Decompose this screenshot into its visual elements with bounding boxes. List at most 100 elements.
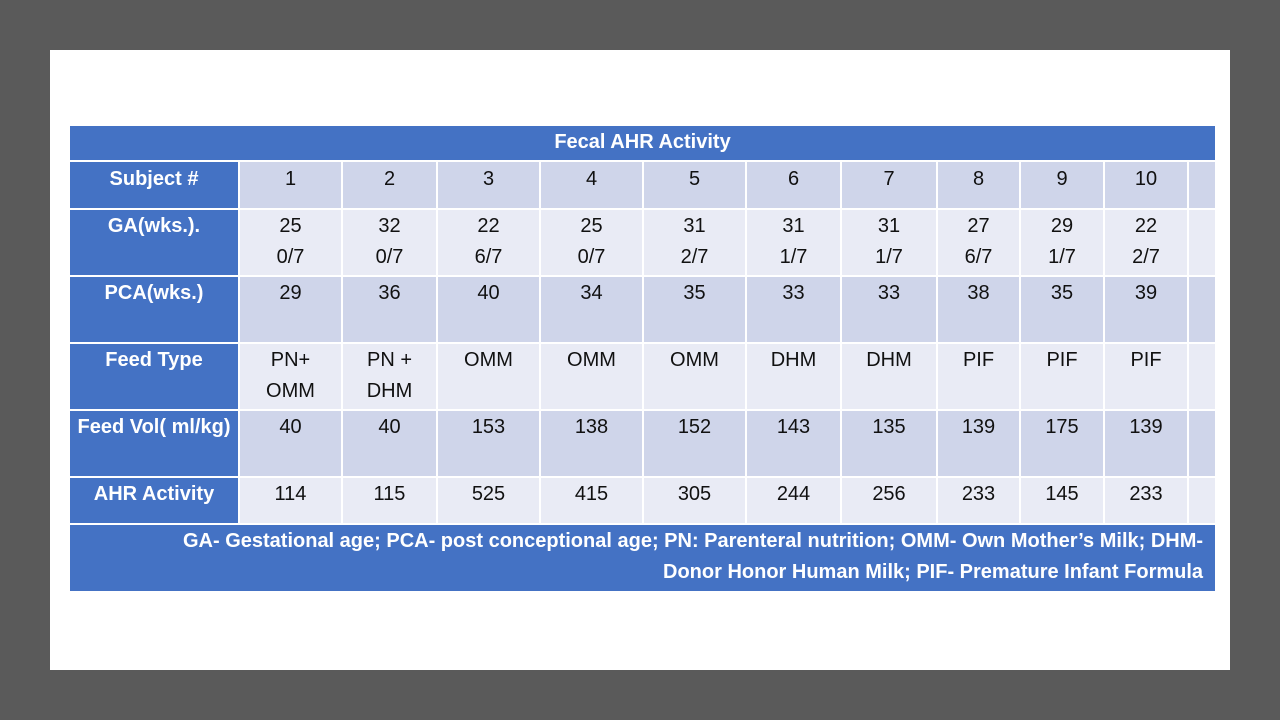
table-cell: 138 (539, 409, 644, 478)
table-cell: DHM (840, 342, 938, 411)
cell-line: 29 (1050, 215, 1074, 237)
table-cell: OMM (436, 342, 541, 411)
cell-line: 1/7 (779, 246, 808, 268)
table-cell: PIF (1019, 342, 1105, 411)
table-cell: 38 (936, 275, 1021, 344)
cell-line: OMM (567, 349, 616, 371)
table-cell: 33 (840, 275, 938, 344)
cell-line: OMM (266, 380, 315, 402)
cell-line: 9 (1056, 168, 1068, 190)
table-cell: 36 (341, 275, 438, 344)
table-cell: 40 (436, 275, 541, 344)
fecal-ahr-table: Fecal AHR Activity Subject #1 2 3 4 5 6 7 8 9 10 G… (67, 124, 1218, 593)
cell-line: OMM (464, 349, 513, 371)
table-cell: 33 (745, 275, 842, 344)
row-header-line: PCA (104, 282, 147, 304)
cell-line: 31 (683, 215, 706, 237)
table-cell: 153 (436, 409, 541, 478)
table-cell: 143 (745, 409, 842, 478)
table-cell: 32 0/7 (341, 208, 438, 277)
cell-line: 40 (279, 416, 302, 438)
table-cell: 139 (1103, 409, 1189, 478)
table-cell: 114 (238, 476, 343, 525)
row-header-line: (wks.). (137, 215, 201, 237)
cell-line: 0/7 (375, 246, 404, 268)
table-row: Subject # 1 2 3 4 5 6 7 8 9 10 (68, 160, 1218, 210)
table-cell: 25 0/7 (539, 208, 644, 277)
cell-line: 2 (383, 168, 396, 190)
cell-line: 3 (482, 168, 495, 190)
cell-line: 32 (378, 215, 401, 237)
cell-line: 256 (872, 483, 906, 505)
row-header: AHR Activity (68, 476, 240, 525)
table-cell: 34 (539, 275, 644, 344)
cell-line: 233 (1129, 483, 1163, 505)
cell-line: 31 (877, 215, 901, 237)
table-cell: 31 1/7 (745, 208, 842, 277)
table-cell: 256 (840, 476, 938, 525)
cell-line: 143 (776, 416, 811, 438)
table-cell: 25 0/7 (238, 208, 343, 277)
cell-line: 1/7 (875, 246, 903, 268)
table-cell: 415 (539, 476, 644, 525)
cell-line: 175 (1045, 416, 1079, 438)
cell-line: 40 (477, 282, 500, 304)
table-footnote: GA- Gestational age; PCA- post conceptio… (67, 523, 1218, 593)
table-cell (1186, 275, 1218, 344)
cell-line: 29 (279, 282, 302, 304)
cell-line: 27 (967, 215, 990, 237)
table-cell: 152 (642, 409, 747, 478)
cell-line: 145 (1045, 483, 1079, 505)
table-cell: PN+ OMM (238, 342, 343, 411)
table-cell: PN + DHM (341, 342, 438, 411)
cell-line: 415 (574, 483, 609, 505)
cell-line: 2/7 (1132, 246, 1160, 268)
row-header: Feed Type (68, 342, 240, 411)
cell-line: PIF (1130, 349, 1162, 371)
cell-line: 25 (279, 215, 302, 237)
table-cell: OMM (539, 342, 644, 411)
cell-line: 25 (580, 215, 603, 237)
cell-line: 39 (1134, 282, 1158, 304)
cell-line: 4 (585, 168, 598, 190)
table-cell: 39 (1103, 275, 1189, 344)
cell-line: 135 (872, 416, 906, 438)
cell-line: PN + (366, 349, 413, 371)
cell-line: 40 (378, 416, 401, 438)
cell-line: 10 (1134, 168, 1158, 190)
table-cell: 233 (1103, 476, 1189, 525)
cell-line: 35 (1050, 282, 1074, 304)
cell-line: 115 (373, 483, 406, 505)
table-cell: 35 (642, 275, 747, 344)
cell-line: 114 (274, 483, 307, 505)
table-cell: 2 (341, 160, 438, 210)
table-cell: 31 1/7 (840, 208, 938, 277)
cell-line: 2/7 (680, 246, 709, 268)
row-header-line: AHR Activity (93, 483, 215, 505)
cell-line: DHM (770, 349, 817, 371)
row-header-line: ( ml/kg) (159, 416, 231, 438)
cell-line: 0/7 (577, 246, 606, 268)
table-cell: 233 (936, 476, 1021, 525)
table-cell: 1 (238, 160, 343, 210)
row-header: GA(wks.). (68, 208, 240, 277)
table-cell: 27 6/7 (936, 208, 1021, 277)
cell-line: 6/7 (964, 246, 993, 268)
table-cell: 35 (1019, 275, 1105, 344)
table-cell (1186, 476, 1218, 525)
cell-line: PIF (962, 349, 995, 371)
table-cell: PIF (1103, 342, 1189, 411)
table-cell (1186, 409, 1218, 478)
table-row: PCA(wks.) 29 36 40 34 35 33 33 38 35 39 (68, 275, 1218, 344)
table-cell: 22 2/7 (1103, 208, 1189, 277)
table-cell (1186, 342, 1218, 411)
table-cell (1186, 160, 1218, 210)
table-cell: PIF (936, 342, 1021, 411)
cell-line: PIF (1046, 349, 1078, 371)
table-cell: 145 (1019, 476, 1105, 525)
table-cell (1186, 208, 1218, 277)
cell-line: 31 (782, 215, 805, 237)
row-header: Feed Vol( ml/kg) (68, 409, 240, 478)
table-cell: OMM (642, 342, 747, 411)
row-header: Subject # (68, 160, 240, 210)
